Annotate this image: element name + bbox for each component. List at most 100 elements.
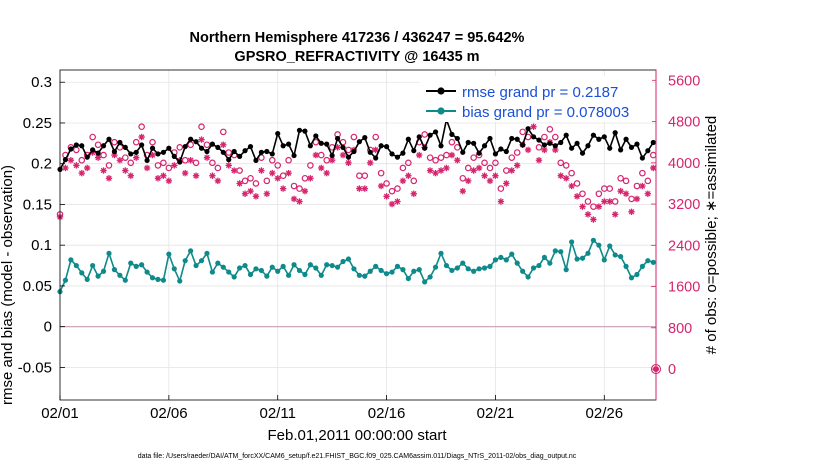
bias-point — [590, 237, 597, 243]
rmse-point — [231, 148, 237, 155]
obs-assimilated-point — [171, 162, 178, 169]
obs-possible-point — [181, 156, 189, 164]
obs-possible-point — [426, 154, 434, 161]
obs-possible-point — [497, 185, 505, 192]
rmse-point — [286, 141, 292, 147]
rmse-point — [302, 128, 308, 134]
bias-point — [90, 262, 96, 269]
rmse-point — [291, 152, 297, 159]
obs-possible-point — [301, 174, 309, 182]
rmse-point — [313, 133, 319, 139]
bias-point — [302, 271, 308, 278]
y-tick-label-left: 0.15 — [23, 196, 52, 213]
bias-point — [291, 262, 297, 268]
bias-point — [318, 272, 324, 278]
bias-point — [198, 258, 205, 264]
bias-point — [182, 258, 188, 264]
rmse-point — [247, 143, 254, 150]
bias-point — [503, 257, 509, 263]
obs-assimilated-point — [138, 133, 145, 141]
obs-assimilated-point — [62, 164, 69, 172]
bias-point — [558, 249, 564, 255]
obs-possible-point — [622, 177, 630, 185]
y-tick-label-right: 800 — [668, 321, 692, 337]
rmse-point — [258, 149, 264, 155]
bias-point — [389, 269, 395, 275]
chart-title-line2: GPSRO_REFRACTIVITY @ 16435 m — [234, 49, 479, 65]
obs-possible-point — [219, 128, 227, 136]
rmse-point — [558, 139, 564, 146]
obs-assimilated-point — [475, 164, 483, 172]
rmse-point — [79, 143, 85, 149]
bias-point — [400, 267, 406, 273]
y-tick-label-left: 0.05 — [23, 278, 52, 295]
obs-possible-point — [356, 172, 363, 180]
obs-possible-point — [138, 123, 145, 131]
obs-possible-point — [617, 174, 624, 182]
rmse-point — [362, 135, 368, 141]
obs-assimilated-point — [339, 151, 347, 159]
obs-assimilated-point — [192, 172, 200, 179]
obs-assimilated-point — [541, 146, 548, 154]
rmse-point — [503, 148, 509, 155]
bias-point — [541, 254, 548, 261]
obs-possible-point — [595, 190, 603, 198]
obs-assimilated-point — [481, 172, 488, 179]
bias-point — [465, 266, 471, 272]
bias-point — [231, 274, 237, 280]
rmse-point — [601, 134, 607, 140]
rmse-point — [373, 155, 379, 161]
bias-point — [356, 272, 362, 278]
bias-point — [618, 253, 624, 260]
bias-point — [100, 268, 107, 274]
obs-assimilated-point — [448, 151, 456, 159]
y-tick-label-left: 0.1 — [31, 237, 52, 254]
rmse-point — [411, 148, 417, 154]
bias-point — [226, 269, 232, 275]
rmse-point — [481, 143, 488, 149]
obs-assimilated-point — [73, 162, 80, 169]
bias-point — [106, 250, 112, 256]
footer-data-file: data file: /Users/raeder/DAI/ATM_forcXX/… — [138, 453, 577, 460]
rmse-point — [296, 127, 303, 133]
obs-assimilated-point — [633, 195, 641, 203]
rmse-point — [62, 157, 69, 163]
bias-point — [68, 257, 74, 263]
obs-possible-point — [160, 159, 167, 167]
rmse-point — [639, 155, 645, 161]
obs-assimilated-point — [279, 185, 287, 192]
bias-point — [139, 262, 145, 268]
obs-assimilated-point — [84, 164, 91, 172]
rmse-point — [149, 145, 156, 151]
bias-point — [525, 274, 531, 280]
obs-assimilated-point — [503, 180, 510, 187]
bias-point — [144, 269, 150, 275]
bias-point — [73, 262, 79, 269]
obs-possible-point — [127, 159, 135, 167]
bias-point — [209, 269, 216, 275]
obs-assimilated-point — [301, 187, 309, 195]
obs-possible-point — [165, 164, 173, 172]
chart-titles: Northern Hemisphere 417236 / 436247 = 95… — [190, 30, 525, 65]
bias-point — [62, 277, 69, 283]
rmse-point — [650, 139, 656, 146]
rmse-point — [367, 149, 373, 155]
bias-point — [432, 264, 439, 270]
obs-assimilated-point — [388, 200, 396, 208]
obs-assimilated-point — [497, 198, 505, 205]
obs-possible-point — [399, 164, 407, 172]
y-tick-label-right: 4800 — [668, 115, 700, 131]
obs-assimilated-point — [133, 154, 140, 161]
rmse-point — [607, 145, 613, 151]
bias-point — [84, 276, 90, 283]
bias-point — [378, 267, 384, 274]
obs-possible-point — [644, 177, 652, 185]
bias-point — [411, 268, 417, 274]
bias-point — [286, 272, 292, 278]
obs-possible-point — [492, 159, 499, 167]
obs-possible-point — [317, 151, 325, 159]
obs-assimilated-point — [274, 175, 281, 182]
bias-point — [579, 255, 586, 261]
obs-assimilated-point — [492, 172, 499, 179]
obs-possible-point — [513, 149, 521, 156]
